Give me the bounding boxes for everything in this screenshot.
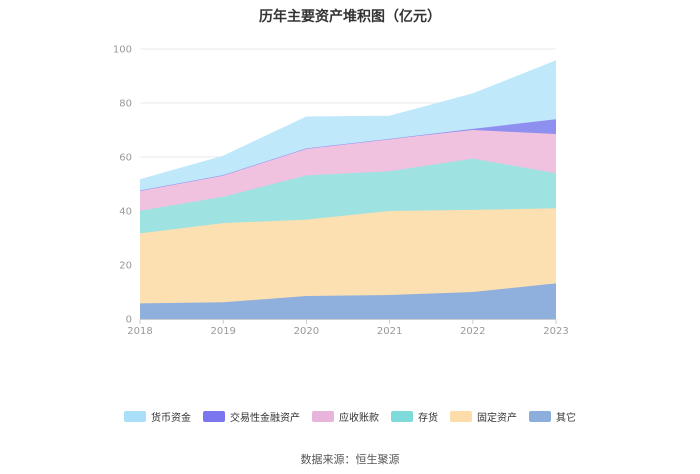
legend-swatch (312, 411, 334, 422)
legend-label: 其它 (556, 413, 576, 424)
legend-label: 固定资产 (477, 413, 517, 424)
area-series-固定资产[interactable] (140, 208, 556, 304)
area-series-货币资金[interactable] (140, 60, 556, 191)
legend-swatch (391, 411, 413, 422)
area-layer (139, 60, 557, 319)
y-tick-label: 20 (119, 261, 132, 272)
legend-item[interactable]: 存货 (391, 409, 438, 424)
area-series-存货[interactable] (140, 158, 556, 234)
legend-item[interactable]: 交易性金融资产 (203, 409, 300, 424)
legend-swatch (529, 411, 551, 422)
legend-swatch (124, 411, 146, 422)
y-tick-label: 100 (113, 45, 132, 56)
area-series-其它[interactable] (140, 283, 556, 319)
chart-title: 历年主要资产堆积图（亿元） (259, 9, 441, 25)
y-tick-label: 40 (119, 207, 132, 218)
legend-swatch (203, 411, 225, 422)
area-series-交易性金融资产[interactable] (140, 119, 556, 191)
legend-item[interactable]: 应收账款 (312, 409, 379, 424)
y-tick-label: 0 (126, 315, 132, 326)
x-tick-label: 2022 (460, 326, 485, 337)
legend-item[interactable]: 其它 (529, 409, 576, 424)
legend-swatch (450, 411, 472, 422)
x-tick-label: 2023 (543, 326, 568, 337)
legend: 货币资金 交易性金融资产 应收账款 存货 固定资产 其它 (0, 409, 700, 424)
area-edge-货币资金 (139, 60, 557, 181)
legend-label: 应收账款 (339, 413, 379, 424)
legend-label: 存货 (418, 413, 438, 424)
axis-layer: 0 20 40 60 80 100 2018 2019 2020 2021 2022 2023 (113, 45, 569, 338)
x-tick-label: 2020 (294, 326, 319, 337)
legend-item[interactable]: 固定资产 (450, 409, 517, 424)
y-tick-label: 60 (119, 153, 132, 164)
x-tick-label: 2018 (127, 326, 152, 337)
legend-label: 货币资金 (151, 413, 191, 424)
legend-item[interactable]: 货币资金 (124, 409, 191, 424)
x-tick-label: 2019 (210, 326, 235, 337)
data-source: 数据来源：恒生聚源 (300, 453, 400, 466)
area-series-应收账款[interactable] (140, 130, 556, 211)
legend-label: 交易性金融资产 (230, 413, 300, 424)
y-tick-label: 80 (119, 99, 132, 110)
x-tick-label: 2021 (377, 326, 402, 337)
